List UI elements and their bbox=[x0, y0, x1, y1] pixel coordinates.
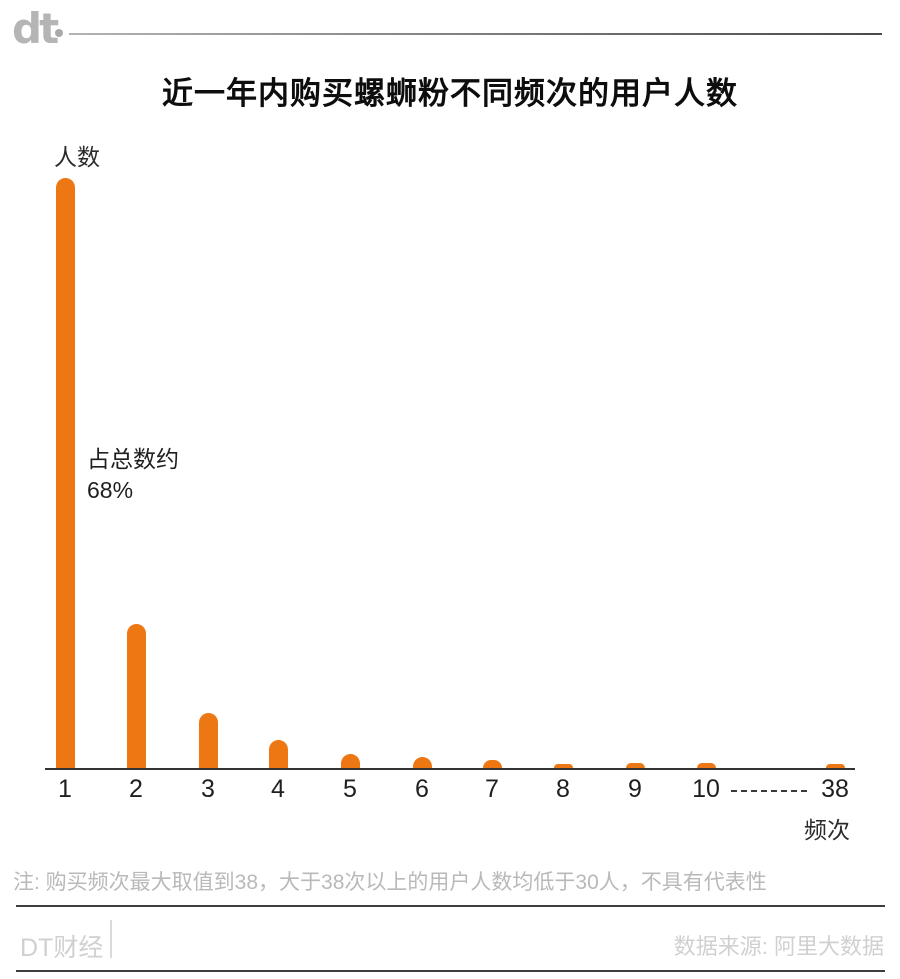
annotation-line2: 68% bbox=[87, 477, 134, 503]
footer-bottom-rule bbox=[16, 970, 885, 972]
bar-1 bbox=[55, 178, 75, 768]
bar-annotation: 占总数约 68% bbox=[87, 444, 179, 506]
x-axis-line bbox=[45, 768, 855, 770]
footer-source: 数据来源: 阿里大数据 bbox=[673, 934, 884, 959]
x-tick-label-10: 10 bbox=[692, 775, 720, 803]
x-tick-label-2: 2 bbox=[129, 775, 143, 803]
bar-38 bbox=[825, 764, 845, 768]
bar-8 bbox=[553, 764, 573, 768]
footer-top-rule bbox=[16, 905, 885, 907]
page-title: 近一年内购买螺蛳粉不同频次的用户人数 bbox=[162, 76, 738, 111]
x-tick-label-8: 8 bbox=[556, 775, 570, 803]
x-tick-label-5: 5 bbox=[343, 775, 357, 803]
logo-dot-icon bbox=[55, 29, 63, 37]
bar-3 bbox=[198, 713, 218, 768]
bar-2 bbox=[126, 624, 146, 768]
bar-5 bbox=[340, 754, 360, 768]
annotation-line1: 占总数约 bbox=[87, 446, 179, 472]
footer-brand: DT财经 bbox=[20, 934, 104, 962]
brand-logo: dt bbox=[12, 4, 59, 53]
x-tick-label-7: 7 bbox=[485, 775, 499, 803]
bar-6 bbox=[412, 757, 432, 768]
y-axis-label: 人数 bbox=[54, 144, 100, 170]
footer-separator bbox=[110, 920, 112, 958]
bar-10 bbox=[696, 763, 716, 768]
x-tick-label-6: 6 bbox=[415, 775, 429, 803]
footnote: 注: 购买频次最大取值到38，大于38次以上的用户人数均低于30人，不具有代表性 bbox=[13, 871, 767, 894]
x-tick-label-3: 3 bbox=[201, 775, 215, 803]
header-rule bbox=[69, 33, 882, 35]
x-tick-label-4: 4 bbox=[271, 775, 285, 803]
x-axis-label: 频次 bbox=[804, 817, 850, 843]
x-tick-label-1: 1 bbox=[58, 775, 72, 803]
axis-break-dashes bbox=[731, 790, 808, 792]
bar-9 bbox=[625, 763, 645, 768]
bar-7 bbox=[482, 760, 502, 768]
bar-4 bbox=[268, 740, 288, 768]
x-tick-label-9: 9 bbox=[628, 775, 642, 803]
x-tick-label-38: 38 bbox=[821, 775, 849, 803]
